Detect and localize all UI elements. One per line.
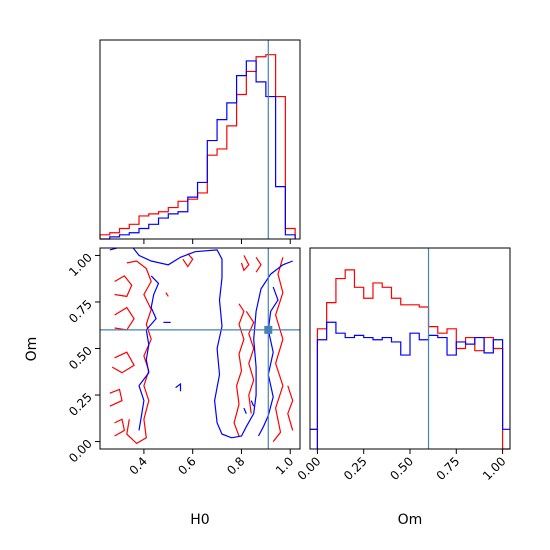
contour-blue-0 <box>109 248 120 251</box>
om-marginal-tick-label-0: 0.00 <box>295 454 324 483</box>
contour-red-12 <box>287 385 294 431</box>
om-marginal-ticks: 0.00 0.25 0.50 0.75 1.00 <box>295 449 509 483</box>
om-histogram-red <box>310 269 510 450</box>
om-marginal-xlabel: Om <box>398 512 423 528</box>
contour-red-11 <box>245 310 255 414</box>
joint-truth-lines <box>100 248 300 449</box>
h0-histogram-series <box>99 54 296 240</box>
contour-blue-1 <box>132 248 293 439</box>
contour-blue-2 <box>138 275 160 431</box>
om-histogram-blue <box>310 321 510 449</box>
joint-ytick-label-1: 0.25 <box>66 390 95 419</box>
om-marginal-tick-label-1: 0.25 <box>341 454 370 483</box>
contour-red-8 <box>255 256 262 273</box>
contour-red-10 <box>233 303 245 437</box>
joint-truth-marker <box>264 325 273 334</box>
contour-red-7 <box>240 255 250 272</box>
contour-blue-4 <box>175 382 182 392</box>
contour-blue-6 <box>250 400 255 407</box>
joint-contour-panel: 0.4 0.6 0.8 1.0 0.00 0.25 0.50 0.75 1.00 H0 Om <box>24 247 301 528</box>
joint-xtick-label-3: 1.0 <box>273 454 296 477</box>
contour-blue-3 <box>257 286 279 437</box>
joint-ytick-label-4: 1.00 <box>66 250 95 279</box>
om-marginal-tick-label-3: 0.75 <box>434 454 463 483</box>
joint-ticks: 0.4 0.6 0.8 1.0 0.00 0.25 0.50 0.75 1.00 <box>66 250 296 477</box>
om-marginal-panel: 0.00 0.25 0.50 0.75 1.00 Om <box>295 247 511 528</box>
contour-red-2 <box>114 306 135 331</box>
contour-red-0 <box>126 260 152 445</box>
joint-ytick-label-3: 0.75 <box>66 297 95 326</box>
contour-red-1 <box>114 275 133 298</box>
h0-marginal-axes-frame <box>99 39 301 240</box>
joint-contours <box>109 248 294 445</box>
contour-blue-5 <box>243 407 247 414</box>
h0-marginal-panel <box>99 39 301 244</box>
joint-ytick-label-2: 0.50 <box>66 344 95 373</box>
joint-ytick-label-0: 0.00 <box>66 437 95 466</box>
joint-xlabel: H0 <box>190 512 209 528</box>
h0-marginal-ticks <box>143 239 291 244</box>
joint-ylabel: Om <box>24 337 40 362</box>
joint-xtick-label-2: 0.8 <box>224 454 247 477</box>
om-histogram-series <box>310 269 510 450</box>
contour-red-9 <box>272 257 284 442</box>
joint-xtick-label-1: 0.6 <box>175 454 198 477</box>
contour-red-3 <box>111 351 135 374</box>
joint-xtick-label-0: 0.4 <box>127 454 150 477</box>
contour-red-6 <box>182 253 194 268</box>
h0-histogram-blue <box>100 60 296 240</box>
contour-red-4 <box>109 388 123 407</box>
contour-red-13 <box>165 292 169 297</box>
om-marginal-tick-label-2: 0.50 <box>387 454 416 483</box>
contour-red-5 <box>114 418 126 437</box>
om-marginal-tick-label-4: 1.00 <box>480 454 509 483</box>
joint-axes-frame <box>99 247 301 450</box>
